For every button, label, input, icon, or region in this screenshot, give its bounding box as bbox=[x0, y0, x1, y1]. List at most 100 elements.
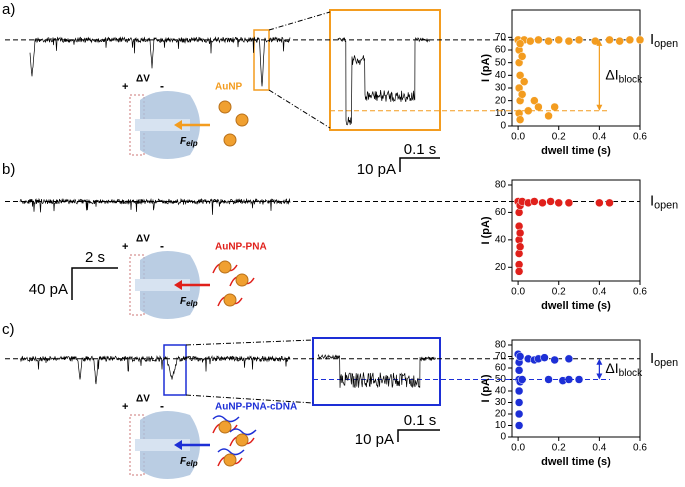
y-tick-label: 70 bbox=[495, 351, 507, 362]
point bbox=[554, 198, 563, 208]
y-tick-label: 80 bbox=[495, 340, 507, 351]
x-tick-label: 0.6 bbox=[633, 443, 647, 454]
zoom-box bbox=[329, 9, 441, 131]
pore-channel bbox=[135, 439, 190, 451]
voltage-label: ΔV bbox=[136, 394, 150, 405]
scale-time: 2 s bbox=[85, 249, 105, 266]
y-tick-label: 60 bbox=[495, 45, 507, 56]
x-tick-label: 0.4 bbox=[592, 287, 606, 298]
y-tick-label: 60 bbox=[495, 363, 507, 374]
x-tick-label: 0.4 bbox=[592, 443, 606, 454]
force-main: F bbox=[180, 136, 187, 147]
zoom-link bbox=[268, 89, 331, 129]
point bbox=[544, 111, 553, 121]
point bbox=[514, 398, 524, 407]
current-trace bbox=[19, 197, 291, 215]
y-tick-label: 40 bbox=[495, 386, 507, 397]
plot-frame bbox=[511, 179, 641, 282]
zoom-link bbox=[185, 339, 314, 346]
scale-current: 10 pA bbox=[357, 161, 396, 178]
x-tick-label: 0.6 bbox=[633, 132, 647, 143]
panel-label: c) bbox=[2, 321, 15, 338]
point bbox=[615, 36, 624, 46]
force-sub: elp bbox=[186, 299, 198, 308]
voltage-label: ΔV bbox=[136, 74, 150, 85]
delta-label: ΔIblock bbox=[605, 66, 643, 85]
point bbox=[544, 36, 553, 46]
y-tick-label: 40 bbox=[495, 234, 507, 245]
nanoparticle bbox=[235, 433, 249, 447]
scale-current: 40 pA bbox=[29, 281, 68, 298]
point bbox=[515, 39, 525, 48]
current-trace bbox=[29, 36, 291, 87]
point bbox=[564, 354, 574, 364]
point bbox=[514, 267, 524, 276]
y-tick-label: 70 bbox=[495, 32, 507, 43]
delta-label-sub: block bbox=[619, 368, 643, 379]
y-tick-label: 0 bbox=[500, 121, 506, 132]
scale-bar bbox=[71, 267, 118, 300]
plus-sign: + bbox=[122, 81, 128, 93]
y-tick-label: 40 bbox=[495, 70, 507, 81]
y-tick-label: 50 bbox=[495, 57, 507, 68]
point bbox=[515, 352, 525, 361]
open-label-sub: open bbox=[654, 199, 678, 211]
point bbox=[564, 36, 574, 46]
minus-sign: - bbox=[160, 79, 164, 93]
zoom-box bbox=[312, 337, 441, 406]
scale-bar bbox=[399, 157, 440, 172]
plot-frame bbox=[511, 339, 641, 438]
particle-label: AuNP-PNA bbox=[215, 242, 267, 253]
x-tick-label: 0.2 bbox=[552, 132, 566, 143]
plot-frame bbox=[511, 9, 641, 127]
point bbox=[540, 353, 549, 362]
point bbox=[526, 36, 535, 46]
y-axis-label: I (pA) bbox=[480, 54, 492, 82]
force-label: Felp bbox=[180, 136, 198, 148]
open-label: Iopen bbox=[650, 31, 678, 50]
open-label-sub: open bbox=[654, 357, 678, 369]
y-axis-label: I (pA) bbox=[480, 216, 492, 244]
point bbox=[530, 96, 539, 105]
zoom-region bbox=[253, 29, 270, 91]
point bbox=[515, 115, 525, 124]
point bbox=[514, 409, 524, 419]
strand bbox=[229, 428, 257, 436]
zoom-region bbox=[163, 344, 187, 396]
panel-label: a) bbox=[2, 1, 15, 18]
point bbox=[554, 35, 563, 45]
nanoparticle bbox=[223, 133, 237, 147]
x-axis-label: dwell time (s) bbox=[541, 145, 611, 157]
pore-channel bbox=[135, 279, 190, 291]
force-arrowhead bbox=[174, 440, 182, 450]
nanoparticle bbox=[218, 100, 232, 114]
point bbox=[625, 35, 635, 45]
particle-label: AuNP bbox=[215, 82, 243, 93]
delta-label-sub: block bbox=[619, 74, 643, 85]
nanoparticle bbox=[218, 420, 232, 434]
y-tick-label: 30 bbox=[495, 397, 507, 408]
current-trace bbox=[19, 355, 291, 385]
open-label: Iopen bbox=[650, 192, 678, 211]
y-tick-label: 60 bbox=[495, 207, 507, 218]
scale-current: 10 pA bbox=[355, 431, 394, 448]
y-tick-label: 0 bbox=[500, 432, 506, 443]
force-arrowhead bbox=[174, 280, 182, 290]
y-tick-label: 10 bbox=[495, 108, 507, 119]
plus-sign: + bbox=[122, 401, 128, 413]
point bbox=[595, 198, 604, 208]
point bbox=[635, 35, 645, 45]
strand bbox=[212, 415, 240, 423]
open-label-main: I bbox=[650, 31, 654, 48]
point bbox=[514, 421, 524, 430]
point bbox=[564, 198, 574, 208]
panel-label: b) bbox=[2, 161, 15, 178]
force-sub: elp bbox=[186, 459, 198, 468]
y-tick-label: 20 bbox=[495, 95, 507, 106]
point bbox=[515, 71, 525, 80]
zoom-trace bbox=[317, 354, 436, 388]
point bbox=[514, 366, 524, 375]
force-sub: elp bbox=[186, 139, 198, 148]
minus-sign: - bbox=[160, 399, 164, 413]
